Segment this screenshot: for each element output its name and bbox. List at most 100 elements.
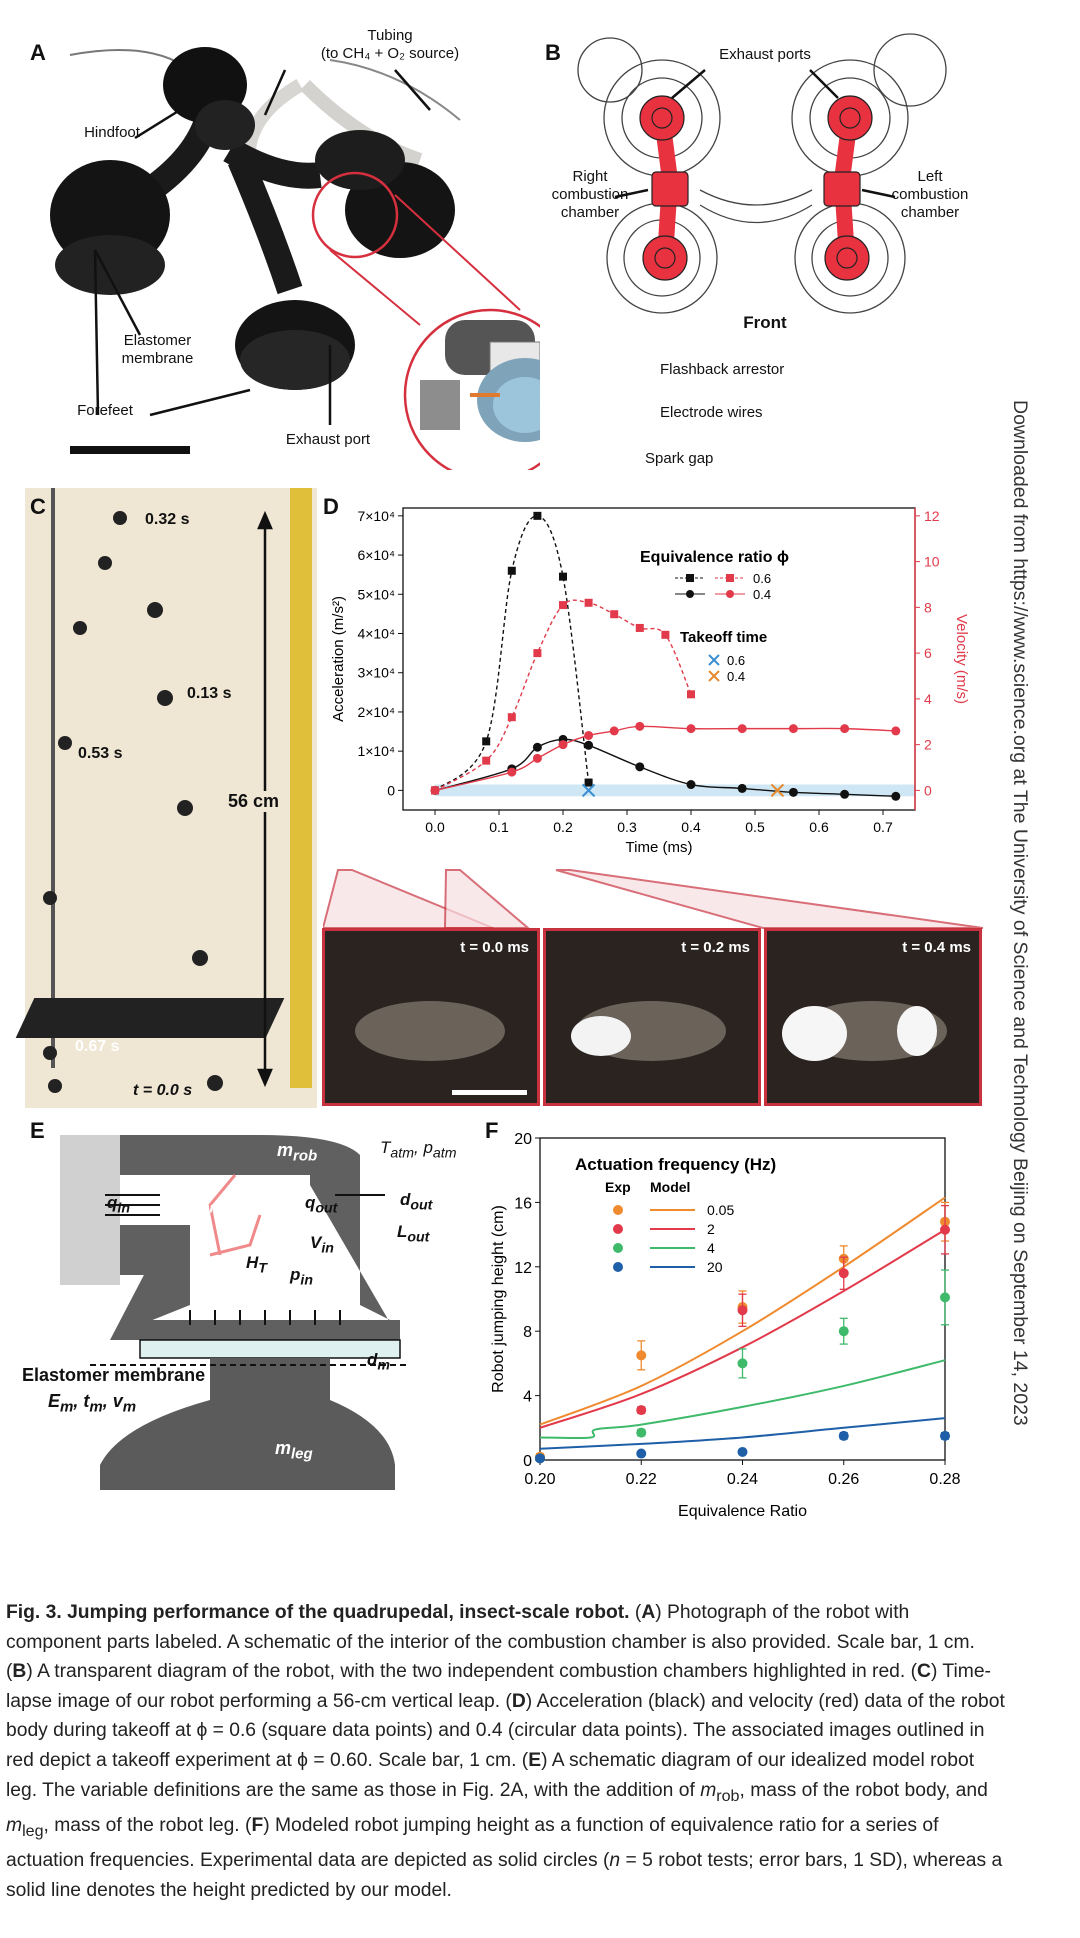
tubing-label-line1: Tubing [367, 27, 413, 44]
membrane-t: , t [73, 1391, 90, 1411]
y-tick-label: 4 [523, 1389, 532, 1406]
model-line [539, 1359, 946, 1440]
d-out-text: d [400, 1190, 411, 1209]
data-point [584, 730, 594, 740]
d-in-label: din [195, 1193, 218, 1216]
legend-exp-marker [613, 1243, 623, 1253]
data-point [788, 787, 798, 797]
l-out-label: Lout [397, 1222, 429, 1245]
exp-point [940, 1430, 950, 1441]
caption-segment: ) Acceleration (black) and velocity (red… [6, 1690, 1005, 1771]
exp-point [737, 1358, 748, 1369]
exp-point [838, 1430, 849, 1441]
d-m-text: d [367, 1350, 378, 1369]
takeoff-legend-marker [708, 654, 720, 666]
robot-photo-illustration [50, 47, 540, 470]
m-rob-text: m [277, 1140, 294, 1160]
v-in-label: Vin [310, 1233, 334, 1256]
y2-tick-label: 0 [924, 782, 932, 798]
y-tick-label: 0 [387, 782, 395, 798]
x-tick-label: 0.5 [745, 819, 765, 835]
flashback-arrestor-label: Flashback arrestor [660, 361, 785, 378]
data-point [609, 726, 619, 736]
right-chamber-line3: chamber [560, 204, 620, 221]
v-in-text: V [310, 1233, 322, 1252]
legend-marker-acc-04 [686, 590, 694, 598]
m-rob-sub: rob [293, 1147, 318, 1165]
data-point [635, 762, 645, 772]
tubing-label: Tubing (to CH₄ + O₂ source) [300, 27, 480, 63]
robot-transparent-diagram [577, 33, 947, 314]
y-axis-label: Robot jumping height (cm) [490, 1205, 507, 1393]
takeoff-marker [581, 783, 596, 798]
y-tick-label: 4×10⁴ [357, 626, 395, 642]
height-56cm: 56 cm [228, 791, 280, 812]
x-tick-label: 0.7 [873, 819, 893, 835]
p-in-text: p [290, 1265, 301, 1284]
q-in-text: q [107, 1193, 118, 1212]
y2-tick-label: 6 [924, 645, 932, 661]
caption-segment: rob [716, 1786, 740, 1805]
data-point [687, 690, 695, 699]
data-point [559, 572, 567, 581]
data-point [584, 740, 594, 750]
t-p-atm-label: Tatm, patm [380, 1138, 457, 1161]
x-tick-label: 0.2 [553, 819, 573, 835]
left-chamber-label: Left combustion chamber [880, 168, 980, 222]
exp-point [737, 1305, 748, 1316]
legend-title: Actuation frequency (Hz) [575, 1155, 776, 1174]
y2-tick-label: 8 [924, 599, 932, 615]
caption-segment: C [917, 1661, 931, 1683]
legend-label: 0.05 [707, 1202, 734, 1218]
exhaust-port-label: Exhaust port [285, 431, 371, 448]
data-point [584, 598, 593, 607]
photo-t02: t = 0.2 ms [543, 928, 761, 1106]
photo-t02-flash [571, 1016, 631, 1056]
caption-segment: ) Time-lapse image of our robot performi… [6, 1661, 991, 1712]
data-point [635, 721, 645, 731]
caption-segment: ) Modeled robot jumping height as a func… [6, 1815, 939, 1872]
series-line [434, 725, 896, 792]
caption-segment: , mass of the robot body, and [739, 1779, 988, 1801]
photo-t0-label: t = 0.0 ms [460, 939, 529, 956]
legend-exp-header: Exp [605, 1179, 631, 1195]
download-note-svg: Downloaded from https://www.science.org … [1009, 400, 1031, 1426]
membrane-e: E [48, 1391, 61, 1411]
data-point [635, 623, 644, 632]
q-out-label: qout [305, 1193, 337, 1216]
takeoff-legend-label: 0.4 [727, 669, 745, 684]
right-chamber-line1: Right [572, 168, 608, 185]
legend-model-header: Model [650, 1179, 690, 1195]
caption-segment: A [641, 1602, 656, 1623]
photo-t04: t = 0.4 ms [764, 928, 982, 1106]
membrane-vars: Em, tm, vm [48, 1391, 136, 1416]
y-tick-label: 12 [514, 1260, 532, 1277]
series-line [434, 599, 692, 791]
y2-axis-label: Velocity (m/s) [953, 614, 970, 704]
data-point [482, 737, 491, 746]
caption-segment: D [511, 1690, 526, 1712]
q-in-label: qin [107, 1193, 130, 1216]
data-point [507, 767, 517, 777]
m-leg-label: mleg [275, 1438, 313, 1463]
caption-segment: n [609, 1850, 621, 1872]
y-tick-label: 3×10⁴ [357, 665, 395, 681]
figure-caption: Fig. 3. Jumping performance of the quadr… [6, 1598, 1006, 1906]
p-atm-sub: atm [432, 1145, 457, 1162]
y-tick-label: 8 [523, 1324, 532, 1341]
data-point [533, 511, 542, 520]
data-point [840, 724, 850, 734]
m-rob-label: mrob [277, 1140, 317, 1165]
data-point [559, 601, 567, 610]
x-axis-label: Time (ms) [626, 839, 693, 856]
q-out-text: q [305, 1193, 316, 1212]
takeoff-legend-label: 0.6 [727, 653, 745, 668]
exp-point [838, 1268, 849, 1279]
legend-label: 2 [707, 1221, 715, 1237]
acceleration-velocity-chart: 0 1×10⁴ 2×10⁴ 3×10⁴ 4×10⁴ 5×10⁴ 6×10⁴ 7×10⁴ 0 2 4 6… [330, 507, 970, 856]
left-chamber-line1: Left [917, 168, 943, 185]
left-chamber-line2: combustion [891, 186, 969, 203]
caption-segment: m [6, 1815, 23, 1837]
jumping-height-chart: 0 4 8 12 16 20 0.20 0.22 0.24 0.26 0.28 Equivalence… [490, 1131, 961, 1520]
membrane-v-sub: m [122, 1398, 137, 1416]
